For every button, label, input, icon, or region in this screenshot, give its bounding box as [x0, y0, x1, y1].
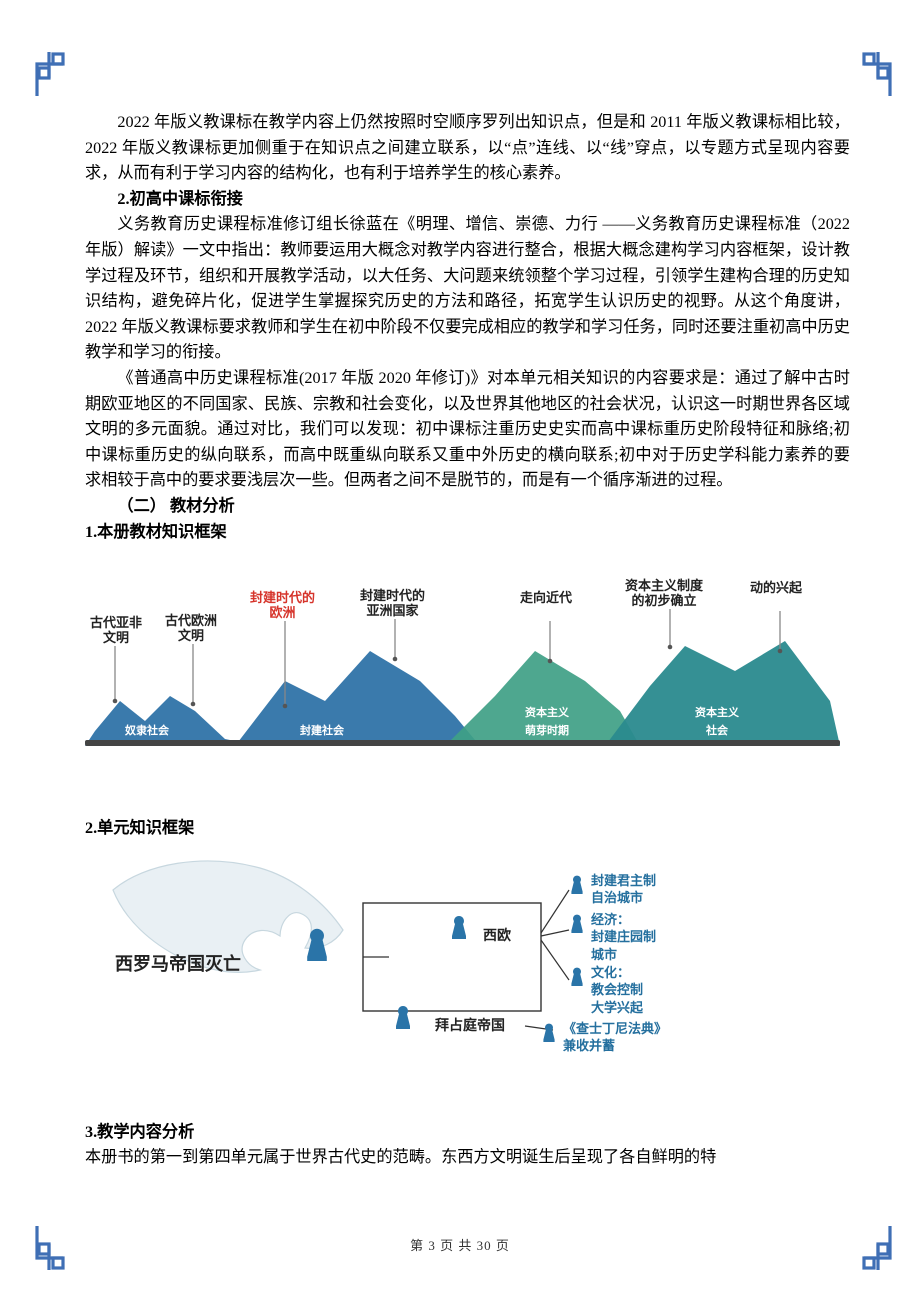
chart2-leaf-label: 封建君主制 自治城市: [591, 872, 656, 907]
paragraph-1: 2022 年版义教课标在教学内容上仍然按照时空顺序罗列出知识点，但是和 2011…: [85, 110, 850, 187]
chart1-base-label: 奴隶社会: [125, 723, 169, 740]
heading-5: 3.教学内容分析: [85, 1120, 850, 1146]
chart1-top-label: 古代欧洲 文明: [165, 614, 217, 644]
page-content: 2022 年版义教课标在教学内容上仍然按照时空顺序罗列出知识点，但是和 2011…: [85, 110, 850, 1227]
chart1-base-label: 封建社会: [300, 723, 344, 740]
chart2-leaf-label: 经济： 封建庄园制 城市: [591, 911, 656, 964]
chart2-branch-label: 西欧: [483, 928, 511, 946]
corner-ornament-tl: [35, 50, 83, 98]
chart2-leaf-label: 《查士丁尼法典》 兼收并蓄: [563, 1020, 667, 1055]
chart1-base-label: 资本主义 社会: [695, 705, 739, 740]
unit-knowledge-framework-chart: 西罗马帝国灭亡 西欧拜占庭帝国 封建君主制 自治城市经济： 封建庄园制 城市文化： …: [85, 848, 705, 1068]
chart1-top-label: 封建时代的 欧洲: [250, 591, 315, 621]
corner-ornament-tr: [844, 50, 892, 98]
textbook-knowledge-framework-chart: 古代亚非 文明古代欧洲 文明封建时代的 欧洲封建时代的 亚洲国家走向近代资本主义…: [85, 551, 840, 756]
chart1-top-label: 资本主义制度 的初步确立: [625, 579, 703, 609]
heading-3: 1.本册教材知识框架: [85, 520, 850, 546]
paragraph-2: 义务教育历史课程标准修订组长徐蓝在《明理、增信、崇德、力行 ——义务教育历史课程…: [85, 212, 850, 366]
chart1-base-label: 资本主义 萌芽时期: [525, 705, 569, 740]
heading-2: 2.初高中课标衔接: [85, 187, 850, 213]
page-footer: 第 3 页 共 30 页: [0, 1235, 920, 1254]
chart1-top-label: 古代亚非 文明: [90, 616, 142, 646]
chart2-leaf-label: 文化： 教会控制 大学兴起: [591, 964, 643, 1017]
paragraph-3: 《普通高中历史课程标准(2017 年版 2020 年修订)》对本单元相关知识的内…: [85, 366, 850, 494]
paragraph-4: 本册书的第一到第四单元属于世界古代史的范畴。东西方文明诞生后呈现了各自鲜明的特: [85, 1145, 850, 1171]
chart1-top-label: 封建时代的 亚洲国家: [360, 589, 425, 619]
heading-4: 2.单元知识框架: [85, 816, 850, 842]
chart1-top-label: 动的兴起: [750, 581, 802, 596]
chart2-root-label: 西罗马帝国灭亡: [115, 953, 241, 976]
chart2-branch-label: 拜占庭帝国: [435, 1018, 505, 1036]
heading-section-2: （二） 教材分析: [85, 494, 850, 520]
chart1-baseline: [85, 740, 840, 746]
chart1-top-label: 走向近代: [520, 591, 572, 606]
